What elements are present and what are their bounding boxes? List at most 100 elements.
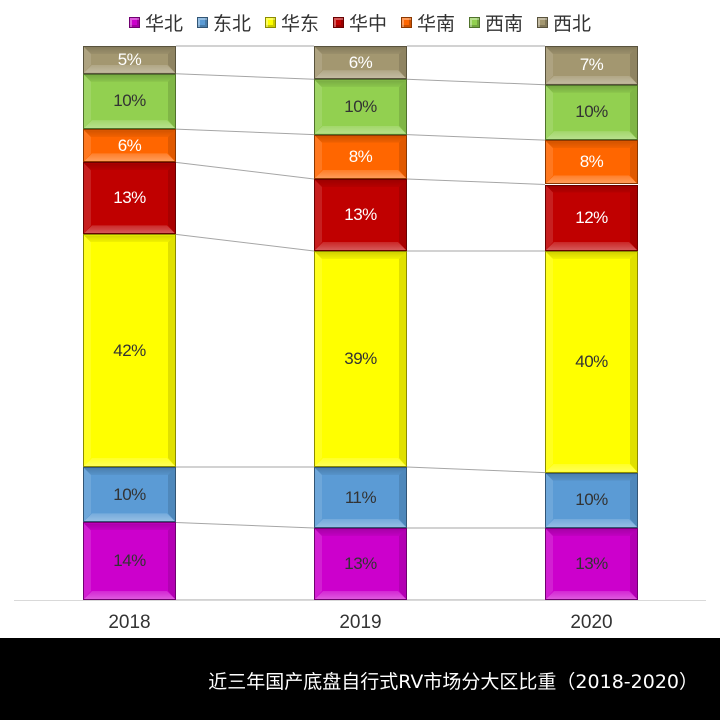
- legend-swatch-icon: [537, 16, 549, 28]
- data-label: 12%: [575, 207, 608, 227]
- bevel-decoration: [84, 47, 91, 73]
- bevel-decoration: [84, 163, 91, 233]
- bar-segment[interactable]: 12%: [545, 184, 638, 251]
- bevel-decoration: [546, 474, 553, 527]
- data-label: 6%: [117, 135, 142, 155]
- x-axis-tick-label: 2020: [570, 612, 613, 633]
- legend-swatch-icon: [401, 16, 412, 28]
- x-axis-line: [14, 600, 706, 601]
- data-label: 10%: [575, 490, 608, 510]
- bevel-decoration: [546, 47, 553, 84]
- bevel-decoration: [399, 468, 406, 527]
- data-label: 10%: [113, 484, 146, 504]
- data-label: 6%: [348, 52, 373, 72]
- data-label: 5%: [117, 49, 142, 69]
- bevel-decoration: [630, 529, 637, 599]
- legend-item[interactable]: 华北: [128, 9, 183, 36]
- data-label: 8%: [579, 152, 604, 172]
- data-label: 11%: [344, 487, 377, 507]
- bar-segment[interactable]: 8%: [314, 134, 407, 179]
- bar-segment[interactable]: 13%: [83, 162, 176, 235]
- legend-item[interactable]: 西北: [537, 9, 591, 36]
- data-label: 10%: [113, 91, 146, 111]
- bar-segment[interactable]: 10%: [545, 472, 638, 528]
- legend-swatch-icon: [332, 16, 344, 28]
- bevel-decoration: [630, 474, 637, 527]
- bevel-decoration: [399, 80, 406, 133]
- bevel-decoration: [630, 141, 637, 183]
- bevel-decoration: [399, 136, 406, 178]
- bar-segment[interactable]: 11%: [314, 467, 407, 528]
- bevel-decoration: [168, 75, 175, 128]
- legend-item[interactable]: 华南: [401, 9, 455, 36]
- bevel-decoration: [315, 180, 322, 250]
- bar-segment[interactable]: 10%: [83, 73, 176, 130]
- bevel-decoration: [84, 235, 91, 466]
- bar-segment[interactable]: 42%: [83, 234, 176, 468]
- legend-item[interactable]: 华中: [332, 9, 387, 36]
- legend-label: 东北: [212, 12, 251, 35]
- bar-segment[interactable]: 13%: [314, 527, 407, 600]
- bar-segment[interactable]: 8%: [545, 140, 638, 185]
- bevel-decoration: [84, 130, 91, 161]
- bar-segment[interactable]: 7%: [545, 46, 638, 85]
- bar-segment[interactable]: 13%: [545, 527, 638, 600]
- data-label: 42%: [113, 340, 146, 360]
- bevel-decoration: [630, 47, 637, 84]
- legend-item[interactable]: 东北: [196, 9, 251, 36]
- plot-area: 14% 10% 42% 13% 6% 10% 5% 2018 13% 11% 39% 13% 8% 10%…: [0, 0, 720, 640]
- bar-segment[interactable]: 10%: [545, 84, 638, 141]
- bevel-decoration: [84, 468, 91, 521]
- data-label: 13%: [344, 553, 377, 573]
- bevel-decoration: [315, 529, 322, 599]
- bar-segment[interactable]: 6%: [314, 46, 407, 80]
- legend-label: 华东: [280, 12, 319, 35]
- chart-caption: 近三年国产底盘自行式RV市场分大区比重（2018-2020）: [208, 671, 698, 693]
- legend-item[interactable]: 华东: [264, 9, 319, 36]
- bevel-decoration: [168, 468, 175, 521]
- data-label: 13%: [344, 204, 377, 224]
- data-label: 39%: [344, 348, 377, 368]
- bevel-decoration: [84, 75, 91, 128]
- bevel-decoration: [315, 80, 322, 133]
- bevel-decoration: [399, 529, 406, 599]
- data-label: 14%: [113, 551, 146, 571]
- bevel-decoration: [84, 523, 91, 599]
- legend-label: 华中: [348, 12, 387, 35]
- bevel-decoration: [168, 523, 175, 599]
- bar-segment[interactable]: 6%: [83, 129, 176, 163]
- bevel-decoration: [546, 86, 553, 139]
- legend-swatch-icon: [469, 16, 481, 28]
- bevel-decoration: [315, 468, 322, 527]
- bar-segment[interactable]: 13%: [314, 178, 407, 251]
- data-label: 8%: [348, 146, 373, 166]
- legend-label: 西北: [553, 12, 592, 35]
- bar-segment[interactable]: 5%: [83, 46, 176, 74]
- bar-segment[interactable]: 39%: [314, 250, 407, 468]
- bevel-decoration: [315, 252, 322, 466]
- chart-legend: 华北 东北 华东 华中 华南 西南 西北: [0, 6, 720, 38]
- bar-segment[interactable]: 10%: [83, 467, 176, 523]
- data-label: 13%: [575, 553, 608, 573]
- data-label: 7%: [579, 55, 604, 75]
- bevel-decoration: [630, 86, 637, 139]
- bevel-decoration: [315, 136, 322, 178]
- bar-2018: 14% 10% 42% 13% 6% 10% 5%: [83, 0, 176, 640]
- legend-label: 西南: [485, 12, 524, 35]
- legend-swatch-icon: [128, 16, 140, 28]
- legend-swatch-icon: [264, 16, 276, 28]
- bevel-decoration: [168, 47, 175, 73]
- data-label: 13%: [113, 188, 146, 208]
- bar-2019: 13% 11% 39% 13% 8% 10% 6%: [314, 0, 407, 640]
- legend-item[interactable]: 西南: [469, 9, 523, 36]
- bar-segment[interactable]: 14%: [83, 522, 176, 600]
- bevel-decoration: [546, 141, 553, 183]
- x-axis-tick-label: 2018: [108, 612, 151, 633]
- bar-segment[interactable]: 40%: [545, 250, 638, 473]
- bevel-decoration: [546, 252, 553, 472]
- bevel-decoration: [630, 186, 637, 250]
- data-label: 40%: [575, 351, 608, 371]
- bevel-decoration: [399, 47, 406, 78]
- bar-segment[interactable]: 10%: [314, 79, 407, 135]
- legend-label: 华南: [417, 12, 456, 35]
